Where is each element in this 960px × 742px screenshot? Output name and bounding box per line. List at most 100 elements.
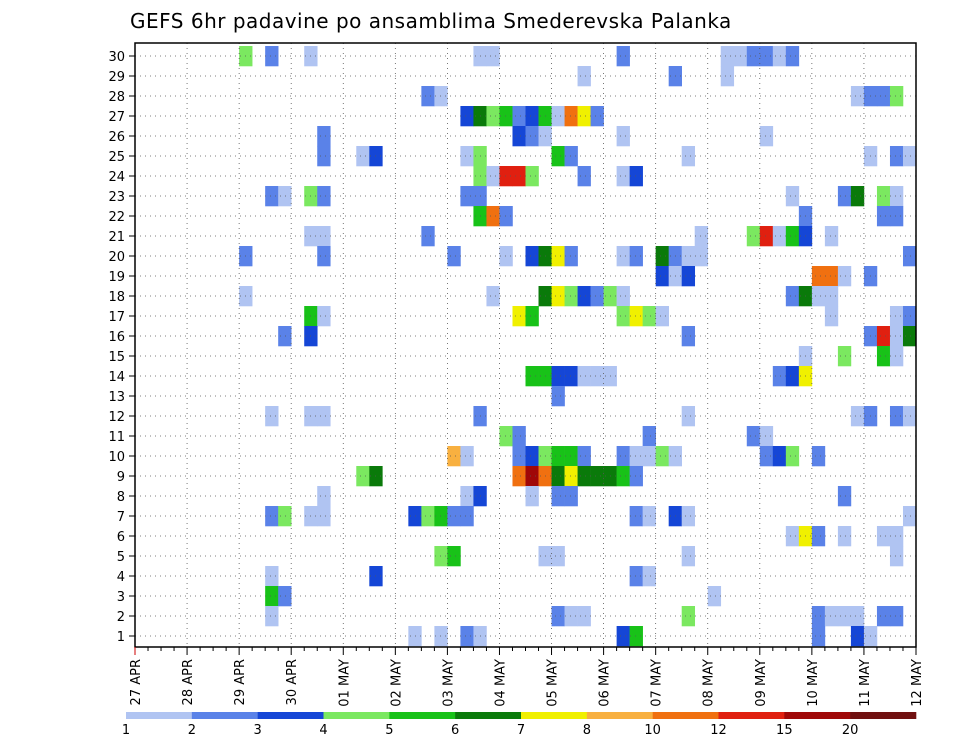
heatmap-cell <box>824 286 839 307</box>
heatmap-cell <box>512 306 526 327</box>
heatmap-cell <box>642 306 656 327</box>
heatmap-cell <box>551 146 565 167</box>
y-tick-label: 24 <box>108 170 125 185</box>
heatmap-cell <box>317 146 331 167</box>
heatmap-cell <box>759 446 774 467</box>
heatmap-cell <box>486 166 500 187</box>
legend-label: 2 <box>188 723 196 738</box>
heatmap-cell <box>577 466 591 487</box>
heatmap-cell <box>616 166 630 187</box>
heatmap-cell <box>616 466 630 487</box>
heatmap-cell <box>902 406 917 427</box>
heatmap-cell <box>850 86 865 107</box>
heatmap-cell <box>681 546 696 567</box>
heatmap-cell <box>629 506 643 527</box>
legend-swatch <box>257 712 324 719</box>
heatmap-cell <box>265 606 279 627</box>
color-legend: 1 2 3 4 5 6 7 8 10 12 15 20 <box>122 712 917 738</box>
y-tick-label: 6 <box>117 530 125 545</box>
heatmap-cell <box>577 286 591 307</box>
x-tick-label: 08 MAY <box>702 659 717 707</box>
heatmap-cell <box>525 166 539 187</box>
heatmap-cell <box>772 366 787 387</box>
legend-swatch <box>652 712 719 719</box>
heatmap-cell <box>460 106 474 127</box>
heatmap-cell <box>421 506 435 527</box>
y-tick-label: 4 <box>117 570 125 585</box>
heatmap-cell <box>421 86 435 107</box>
legend-swatch <box>850 712 917 719</box>
heatmap-cell <box>486 46 500 67</box>
heatmap-cell <box>525 246 539 267</box>
heatmap-cell <box>265 186 279 207</box>
heatmap-cell <box>499 206 513 227</box>
heatmap-cell <box>655 266 669 287</box>
heatmap-cell <box>486 286 500 307</box>
heatmap-cell <box>837 186 852 207</box>
heatmap-cell <box>512 126 526 147</box>
heatmap-cell <box>317 506 331 527</box>
heatmap-cell <box>564 106 578 127</box>
heatmap-cell <box>577 66 591 87</box>
heatmap-cell <box>434 86 448 107</box>
heatmap-cell <box>616 46 630 67</box>
heatmap-cell <box>889 146 904 167</box>
heatmap-cell <box>629 246 643 267</box>
x-tick-label: 10 MAY <box>806 659 821 707</box>
heatmap-cell <box>616 126 630 147</box>
x-tick-label: 03 MAY <box>441 659 456 707</box>
x-tick-label: 06 MAY <box>598 659 613 707</box>
heatmap-cell <box>824 266 839 287</box>
legend-swatch <box>323 712 390 719</box>
x-tick-label: 09 MAY <box>754 659 769 707</box>
heatmap-cell <box>265 406 279 427</box>
heatmap-cell <box>525 106 539 127</box>
legend-swatch <box>586 712 653 719</box>
heatmap-cell <box>785 366 800 387</box>
heatmap-cell <box>577 106 591 127</box>
grid-lines <box>135 43 916 647</box>
heatmap-cell <box>317 126 331 147</box>
heatmap-cell <box>889 606 904 627</box>
heatmap-cell <box>577 446 591 467</box>
heatmap-cell <box>629 166 643 187</box>
heatmap-cell <box>902 306 917 327</box>
heatmap-cell <box>837 266 852 287</box>
heatmap-cell <box>434 546 448 567</box>
legend-swatch <box>718 712 785 719</box>
heatmap-cell <box>876 186 891 207</box>
heatmap-cell <box>850 606 865 627</box>
heatmap-cell <box>902 326 917 347</box>
y-tick-label: 1 <box>117 630 125 645</box>
heatmap-cell <box>889 306 904 327</box>
heatmap-cell <box>317 246 331 267</box>
legend-label: 10 <box>644 723 661 738</box>
heatmap-cell <box>564 466 578 487</box>
legend-swatch <box>455 712 522 719</box>
heatmap-cell <box>902 506 917 527</box>
heatmap-cell <box>460 446 474 467</box>
heatmap-cell <box>525 306 539 327</box>
y-tick-label: 3 <box>117 590 125 605</box>
x-tick-label: 29 APR <box>233 659 248 705</box>
heatmap-cell <box>356 146 370 167</box>
heatmap-cell <box>655 246 669 267</box>
heatmap-cell <box>759 126 774 147</box>
heatmap-cell <box>590 286 604 307</box>
heatmap-cell <box>551 446 565 467</box>
x-tick-label: 01 MAY <box>337 659 352 707</box>
heatmap-cell <box>759 226 774 247</box>
legend-label: 1 <box>122 723 130 738</box>
heatmap-cell <box>512 466 526 487</box>
y-tick-label: 23 <box>108 190 125 205</box>
y-tick-label: 15 <box>108 350 125 365</box>
legend-label: 3 <box>254 723 262 738</box>
heatmap-cell <box>629 626 643 647</box>
heatmap-cell <box>811 526 826 547</box>
heatmap-cell <box>616 286 630 307</box>
heatmap-cell <box>551 386 565 407</box>
heatmap-cell <box>551 466 565 487</box>
heatmap-cell <box>681 326 696 347</box>
heatmap-cell <box>460 486 474 507</box>
heatmap-cell <box>278 326 292 347</box>
